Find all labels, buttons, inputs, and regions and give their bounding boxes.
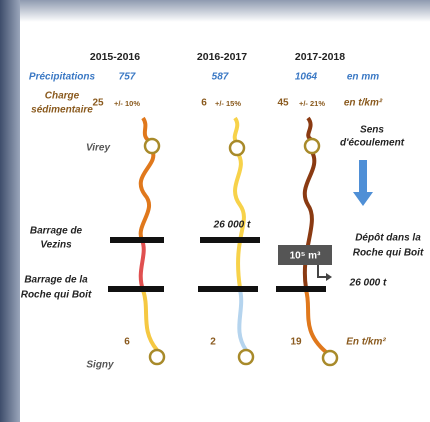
station — [148, 348, 166, 366]
row-label: Charge — [45, 91, 80, 102]
unit: en t/km² — [344, 98, 383, 109]
dam — [276, 286, 326, 292]
flow-label: Sens — [360, 125, 384, 136]
river — [304, 289, 328, 354]
station — [228, 139, 246, 157]
place: Virey — [86, 143, 111, 154]
row-label: Précipitations — [29, 72, 96, 83]
dam — [108, 286, 164, 292]
unit: En t/km² — [346, 337, 386, 348]
year: 2016-2017 — [197, 51, 247, 63]
value: 587 — [212, 72, 229, 83]
river — [141, 289, 159, 352]
year: 2017-2018 — [295, 51, 345, 63]
deposit-arrow — [317, 265, 328, 278]
value: 25 — [92, 98, 104, 109]
flow-label: d'écoulement — [340, 138, 405, 149]
station — [237, 348, 255, 366]
value: 1064 — [295, 72, 318, 83]
value: 2 — [210, 337, 216, 348]
value: 19 — [290, 337, 302, 348]
deposit-arrowhead — [326, 273, 332, 281]
row-label: sédimentaire — [31, 105, 93, 116]
deposit: 26 000 t — [349, 278, 387, 289]
value: 6 — [201, 98, 207, 109]
volume-box — [278, 245, 332, 265]
dam-label: Vezins — [40, 240, 72, 251]
unit: en mm — [347, 72, 379, 83]
dam-label: Barrage de la — [24, 275, 88, 286]
year: 2015-2016 — [90, 51, 140, 63]
dam — [198, 286, 258, 292]
volume: 10⁵ m³ — [290, 251, 321, 262]
deposit-label: Roche qui Boit — [353, 248, 424, 259]
river — [237, 289, 248, 352]
value: 6 — [124, 337, 130, 348]
station — [321, 349, 339, 367]
deposit: 26 000 t — [213, 220, 251, 231]
deposit-label: Dépôt dans la — [355, 233, 421, 244]
dam-label: Roche qui Boit — [21, 290, 92, 301]
error: +/- 10% — [114, 99, 140, 108]
dam-label: Barrage de — [30, 226, 83, 237]
top-edge — [0, 0, 430, 22]
dam — [200, 237, 260, 243]
dam — [110, 237, 164, 243]
place: Signy — [86, 360, 114, 371]
error: +/- 15% — [215, 99, 241, 108]
error: +/- 21% — [299, 99, 325, 108]
river — [138, 239, 146, 291]
station — [143, 137, 161, 155]
flow-arrow — [353, 160, 373, 206]
left-edge — [0, 0, 20, 422]
value: 45 — [277, 98, 289, 109]
value: 757 — [119, 72, 136, 83]
station — [303, 137, 321, 155]
